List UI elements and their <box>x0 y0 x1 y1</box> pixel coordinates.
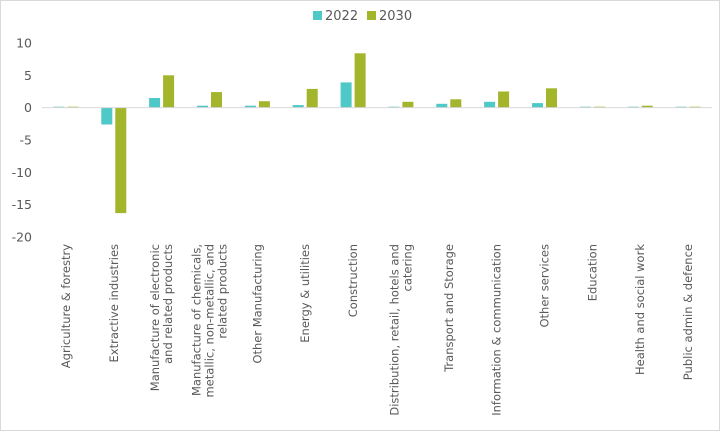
bar-2030-5 <box>306 88 318 108</box>
legend-swatch-2030 <box>367 11 376 20</box>
bar-2022-8 <box>436 103 448 108</box>
y-tick-label: 10 <box>16 36 32 51</box>
x-tick-label-line: metallic, non-metallic, and <box>203 244 217 398</box>
legend: 2022 2030 <box>313 9 412 24</box>
x-tick-label-8: Transport and Storage <box>442 244 456 373</box>
x-tick-label-0: Agriculture & forestry <box>59 244 73 368</box>
bar-2030-9 <box>498 91 510 108</box>
x-tick-label-line: Extractive industries <box>107 244 121 362</box>
x-tick-label-line: Distribution, retail, hotels and <box>387 244 401 416</box>
bar-2030-4 <box>258 101 270 108</box>
x-tick-label-line: Manufacture of chemicals, <box>190 244 204 396</box>
x-tick-label-line: Other Manufacturing <box>250 244 264 364</box>
x-tick-label-line: Information & communication <box>490 244 504 416</box>
bar-2022-4 <box>244 105 256 108</box>
bar-2022-1 <box>101 107 113 125</box>
x-tick-label-6: Construction <box>346 244 360 317</box>
x-tick-label-line: Other services <box>538 244 552 328</box>
x-axis-category-labels: Agriculture & forestry Extractive industr… <box>59 244 695 416</box>
x-tick-label-line: Health and social work <box>633 244 647 375</box>
bars <box>53 53 701 214</box>
x-tick-label-13: Public admin & defence <box>681 244 695 380</box>
bar-2022-5 <box>292 105 304 108</box>
x-tick-label-line: Agriculture & forestry <box>59 244 73 368</box>
bar-2030-1 <box>115 107 127 214</box>
bar-2030-2 <box>163 75 175 108</box>
bar-2022-9 <box>484 101 496 108</box>
bar-2022-6 <box>340 82 352 108</box>
x-tick-label-11: Education <box>585 244 599 301</box>
bar-2022-2 <box>149 98 161 108</box>
bar-2030-6 <box>354 53 366 108</box>
x-tick-label-4: Other Manufacturing <box>250 244 264 364</box>
bar-2022-3 <box>197 105 208 108</box>
x-tick-label-line: Education <box>585 244 599 301</box>
y-tick-label: -15 <box>12 197 32 212</box>
bar-2030-3 <box>211 92 222 108</box>
x-tick-label-12: Health and social work <box>633 244 647 375</box>
x-tick-label-line: Manufacture of electronic <box>148 244 162 391</box>
x-tick-label-1: Extractive industries <box>107 244 121 362</box>
bar-2030-10 <box>546 88 557 108</box>
x-tick-label-line: Transport and Storage <box>442 244 456 373</box>
x-tick-label-line: Energy & utilities <box>298 244 312 343</box>
x-tick-label-5: Energy & utilities <box>298 244 312 343</box>
x-tick-label-7: Distribution, retail, hotels and catering <box>387 244 414 416</box>
x-tick-label-10: Other services <box>538 244 552 328</box>
x-tick-label-9: Information & communication <box>490 244 504 416</box>
bar-2030-12 <box>641 105 653 108</box>
x-tick-label-line: and related products <box>161 244 175 364</box>
x-tick-label-line: catering <box>400 244 414 291</box>
y-tick-label: -10 <box>12 165 32 180</box>
y-tick-label: -5 <box>20 133 32 148</box>
y-tick-label: 5 <box>24 68 32 83</box>
y-tick-label: 0 <box>24 100 32 115</box>
legend-label-2030: 2030 <box>379 9 412 24</box>
x-tick-label-line: Public admin & defence <box>681 244 695 380</box>
bar-2022-10 <box>532 103 543 108</box>
bar-2030-8 <box>450 99 462 108</box>
legend-swatch-2022 <box>313 11 322 20</box>
x-tick-label-3: Manufacture of chemicals, metallic, non-m… <box>190 244 230 398</box>
y-axis-ticks: 10 5 0 -5 -10 -15 -20 <box>12 36 32 245</box>
bar-2030-7 <box>402 101 414 108</box>
y-tick-label: -20 <box>12 230 32 245</box>
x-tick-label-line: Construction <box>346 244 360 317</box>
x-tick-label-line: related products <box>216 244 230 339</box>
x-tick-label-2: Manufacture of electronic and related pro… <box>148 244 175 391</box>
legend-label-2022: 2022 <box>325 9 358 24</box>
